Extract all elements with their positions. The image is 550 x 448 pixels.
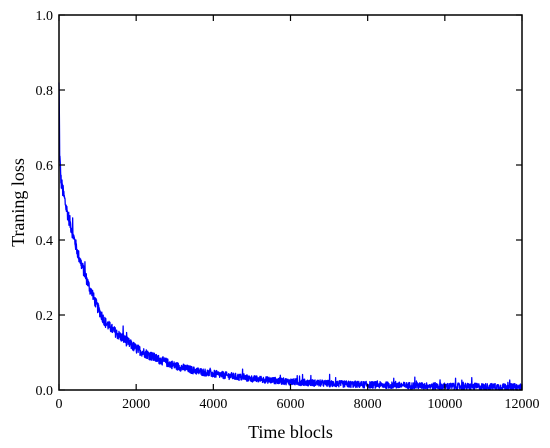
x-tick-label: 6000: [277, 397, 305, 412]
x-tick-label: 0: [56, 397, 63, 412]
x-tick-label: 4000: [199, 397, 227, 412]
x-tick-label: 8000: [354, 397, 382, 412]
plot-frame: [58, 14, 523, 391]
training-loss-line: [58, 82, 523, 391]
x-tick-label: 2000: [122, 397, 150, 412]
x-tick-label: 12000: [505, 397, 540, 412]
y-axis-ticks: 0.0 0.2 0.4 0.6 0.8 1.0: [36, 9, 522, 399]
y-tick-label: 0.4: [36, 234, 54, 249]
y-tick-label: 0.6: [36, 159, 54, 174]
y-tick-label: 1.0: [36, 9, 54, 24]
y-axis-title: Traning loss: [8, 158, 28, 247]
x-tick-label: 10000: [427, 397, 462, 412]
x-axis-ticks: 0 2000 4000 6000 8000 10000 12000: [56, 15, 540, 412]
y-tick-label: 0.0: [36, 384, 54, 399]
y-tick-label: 0.2: [36, 309, 54, 324]
plot-area: [58, 82, 523, 391]
y-tick-label: 0.8: [36, 84, 54, 99]
x-axis-title: Time blocls: [248, 422, 333, 442]
